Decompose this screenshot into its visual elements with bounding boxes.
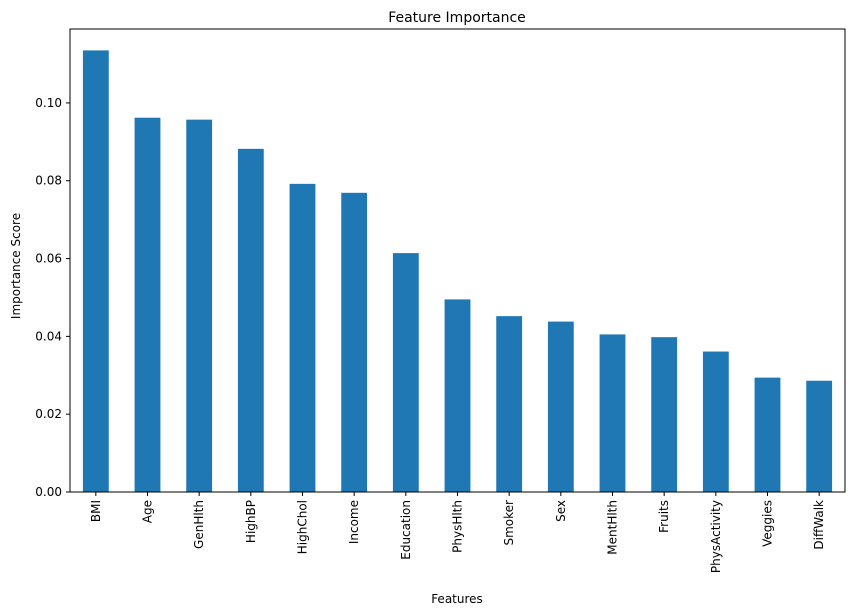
bars-group bbox=[82, 50, 833, 493]
bar-diffwalk bbox=[806, 380, 833, 492]
x-tick-label: PhysHlth bbox=[451, 500, 465, 553]
bar-bmi bbox=[82, 50, 109, 492]
bar-income bbox=[341, 192, 368, 492]
bar-physactivity bbox=[702, 351, 729, 492]
x-tick-label: Fruits bbox=[657, 500, 671, 533]
x-tick-label: BMI bbox=[89, 500, 103, 522]
x-tick-label: Income bbox=[347, 500, 361, 544]
bar-veggies bbox=[754, 377, 781, 492]
bar-sex bbox=[547, 321, 574, 492]
y-axis: 0.00 0.02 0.04 0.06 0.08 0.10 bbox=[35, 96, 70, 499]
bar-education bbox=[392, 253, 419, 492]
bar-highchol bbox=[289, 183, 316, 492]
y-tick-label: 0.08 bbox=[35, 174, 62, 188]
y-tick-label: 0.04 bbox=[35, 329, 62, 343]
bar-menthlth bbox=[599, 334, 626, 492]
x-tick-label: Education bbox=[399, 500, 413, 560]
bar-physhlth bbox=[444, 299, 471, 492]
bar-fruits bbox=[651, 337, 678, 492]
y-axis-label: Importance Score bbox=[9, 213, 23, 319]
y-tick-label: 0.00 bbox=[35, 485, 62, 499]
x-axis: BMI Age GenHlth HighBP HighChol Income Educati… bbox=[89, 492, 826, 573]
y-tick-label: 0.06 bbox=[35, 252, 62, 266]
y-tick-label: 0.10 bbox=[35, 96, 62, 110]
x-tick-label: Age bbox=[141, 500, 155, 523]
x-tick-label: HighChol bbox=[296, 500, 310, 554]
x-tick-label: HighBP bbox=[244, 500, 258, 543]
y-tick-label: 0.02 bbox=[35, 407, 62, 421]
x-tick-label: PhysActivity bbox=[709, 500, 723, 573]
bar-smoker bbox=[496, 316, 523, 492]
bar-highbp bbox=[237, 148, 264, 492]
bar-genhlth bbox=[186, 119, 213, 492]
chart-title: Feature Importance bbox=[388, 10, 526, 26]
x-tick-label: MentHlth bbox=[606, 500, 620, 555]
x-tick-label: DiffWalk bbox=[812, 500, 826, 550]
x-axis-label: Features bbox=[431, 592, 483, 606]
plot-frame bbox=[69, 28, 846, 493]
x-tick-label: Veggies bbox=[761, 500, 775, 547]
bar-age bbox=[134, 117, 161, 493]
x-tick-label: Smoker bbox=[502, 500, 516, 546]
x-tick-label: Sex bbox=[554, 500, 568, 522]
x-tick-label: GenHlth bbox=[192, 500, 206, 549]
